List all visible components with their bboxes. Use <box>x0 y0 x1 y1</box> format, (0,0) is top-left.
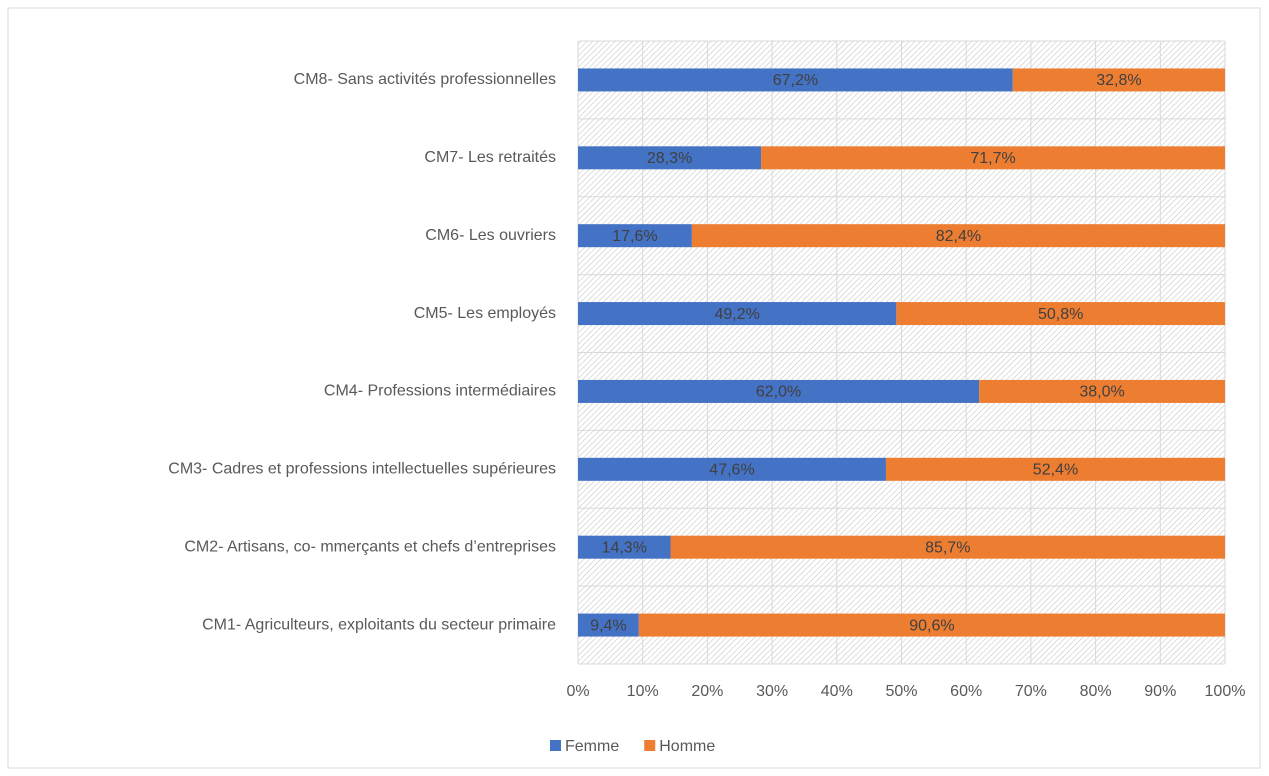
value-label: 17,6% <box>612 228 657 245</box>
value-label: 62,0% <box>756 384 801 401</box>
bar-segment <box>691 224 1225 248</box>
value-label: 9,4% <box>590 617 626 634</box>
x-tick-label: 50% <box>885 683 917 700</box>
legend-swatch <box>644 740 656 751</box>
x-tick-label: 20% <box>691 683 723 700</box>
bar-segment <box>578 613 639 637</box>
value-label: 47,6% <box>709 462 754 479</box>
value-label: 52,4% <box>1033 462 1078 479</box>
value-label: 49,2% <box>714 306 759 323</box>
y-tick-label: CM7- Les retraités <box>424 149 556 166</box>
x-tick-label: 0% <box>566 683 589 700</box>
y-tick-label: CM3- Cadres et professions intellectuell… <box>168 461 556 478</box>
value-label: 28,3% <box>647 150 692 167</box>
y-tick-label: CM1- Agriculteurs, exploitants du secteu… <box>202 616 556 633</box>
y-tick-label: CM8- Sans activités professionnelles <box>294 71 556 88</box>
value-label: 50,8% <box>1038 306 1083 323</box>
bar-segment <box>638 613 1225 637</box>
bar-segment <box>1012 68 1225 92</box>
legend-label: Femme <box>565 738 619 755</box>
y-tick-label: CM2- Artisans, co- mmerçants et chefs d’… <box>184 538 556 555</box>
bar-segment <box>885 457 1225 481</box>
bar-segment <box>670 535 1225 559</box>
x-tick-label: 60% <box>950 683 982 700</box>
bar-segment <box>578 146 762 170</box>
value-label: 82,4% <box>936 228 981 245</box>
legend-swatch <box>550 740 561 751</box>
x-tick-label: 30% <box>756 683 788 700</box>
y-tick-label: CM4- Professions intermédiaires <box>324 383 556 400</box>
x-tick-label: 100% <box>1205 683 1246 700</box>
x-tick-label: 40% <box>821 683 853 700</box>
bar-segment <box>578 457 886 481</box>
value-label: 38,0% <box>1079 384 1124 401</box>
bar-segment <box>578 535 671 559</box>
y-tick-label: CM6- Les ouvriers <box>425 227 556 244</box>
value-label: 90,6% <box>909 617 954 634</box>
value-label: 14,3% <box>602 539 647 556</box>
bar-segment <box>578 68 1013 92</box>
bar-segment <box>578 379 980 403</box>
value-label: 71,7% <box>970 150 1015 167</box>
bar-segment <box>761 146 1225 170</box>
y-tick-label: CM5- Les employés <box>414 305 556 322</box>
bar-segment <box>578 302 897 326</box>
legend-label: Homme <box>659 738 715 755</box>
x-tick-label: 80% <box>1080 683 1112 700</box>
x-tick-label: 70% <box>1015 683 1047 700</box>
bar-segment <box>979 379 1225 403</box>
value-label: 85,7% <box>925 539 970 556</box>
value-label: 67,2% <box>773 72 818 89</box>
value-label: 32,8% <box>1096 72 1141 89</box>
x-tick-label: 90% <box>1144 683 1176 700</box>
bar-segment <box>578 224 692 248</box>
x-tick-label: 10% <box>627 683 659 700</box>
bar-segment <box>896 302 1225 326</box>
